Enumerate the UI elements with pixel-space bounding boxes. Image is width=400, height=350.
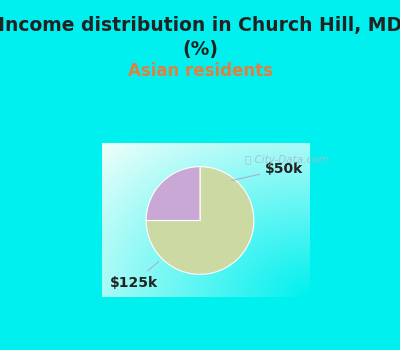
Wedge shape [146,167,200,220]
Wedge shape [146,167,254,274]
Text: $125k: $125k [110,262,158,290]
Text: Asian residents: Asian residents [128,62,272,80]
Text: ⓘ City-Data.com: ⓘ City-Data.com [244,155,328,166]
Text: $50k: $50k [232,162,304,181]
Text: Income distribution in Church Hill, MD
(%): Income distribution in Church Hill, MD (… [0,16,400,59]
